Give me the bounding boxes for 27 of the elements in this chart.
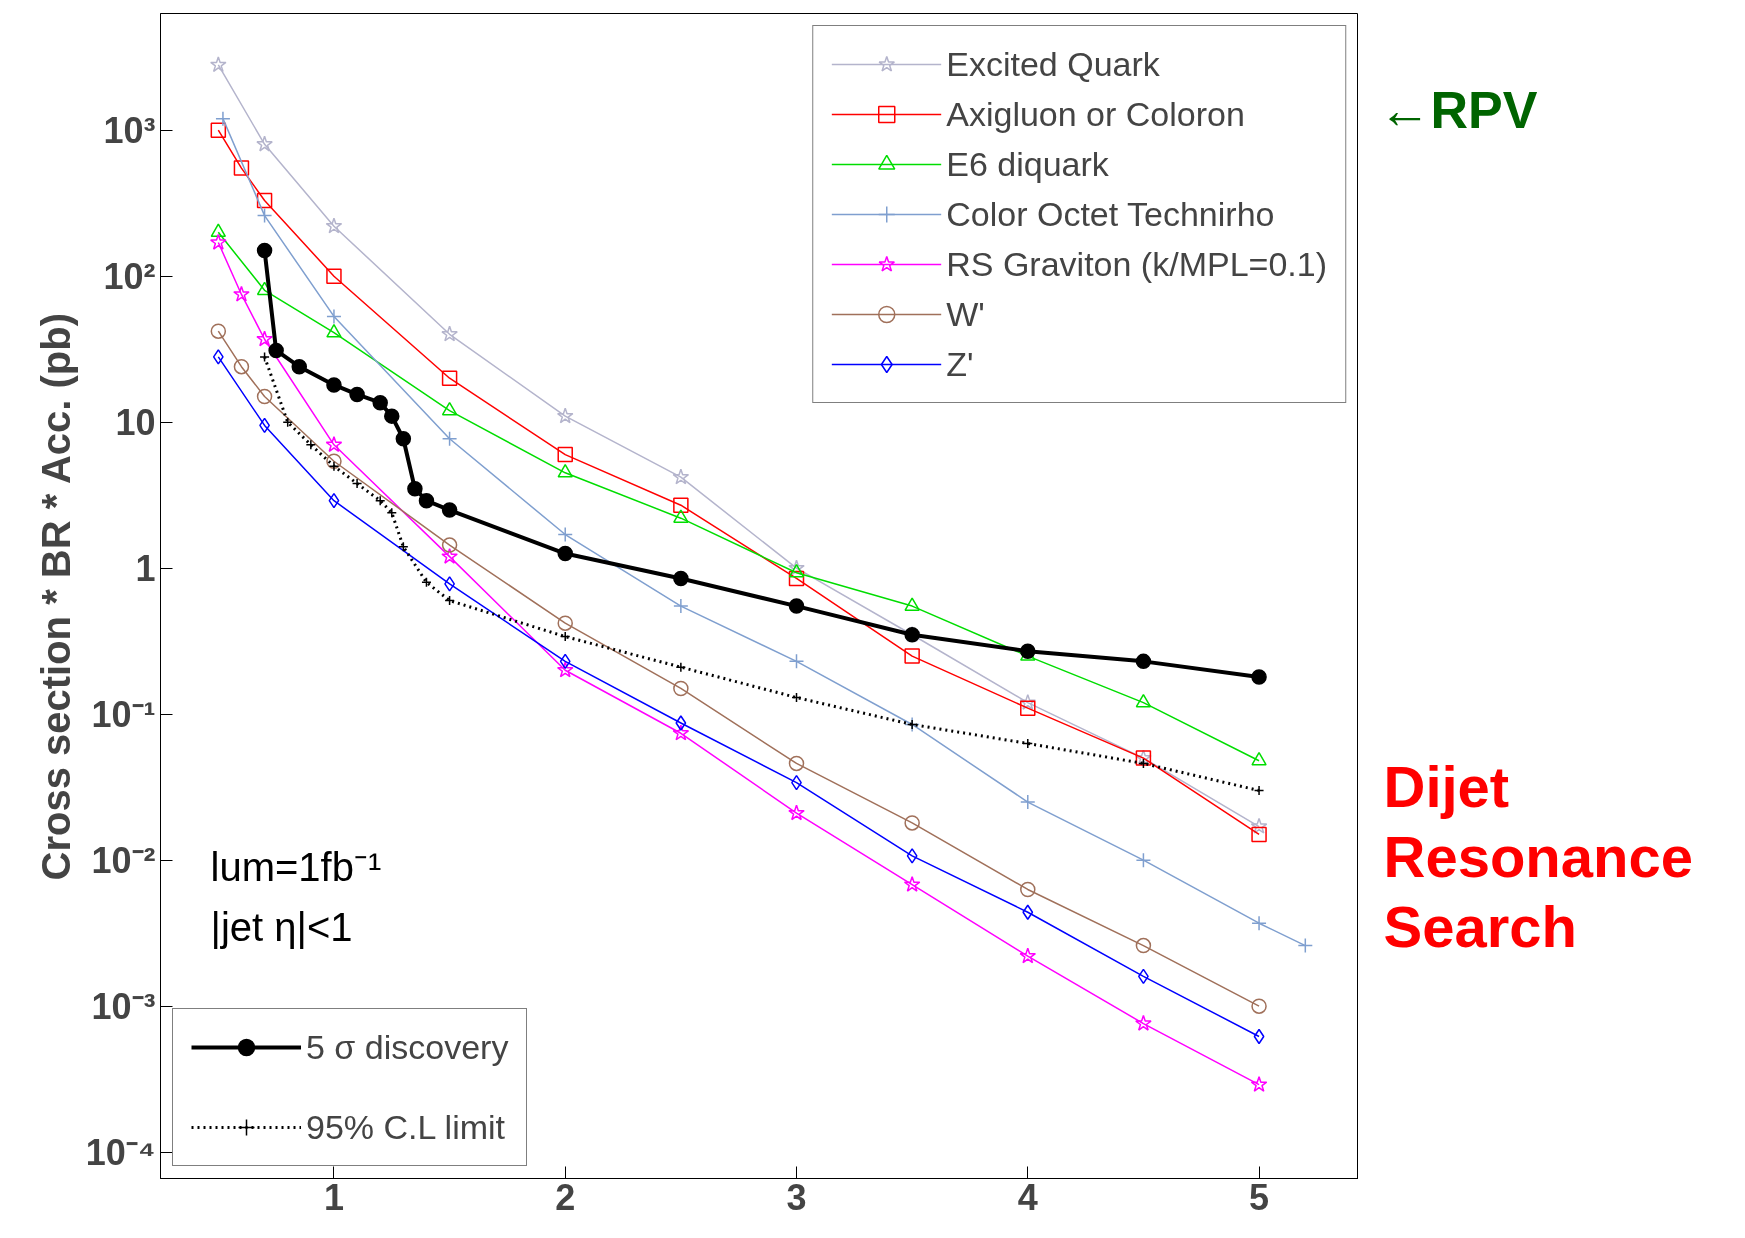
x-tick-label: 1 (323, 1176, 344, 1218)
legend-label: Color Octet Technirho (946, 194, 1275, 234)
annotation: lum=1fb⁻¹ (210, 844, 382, 889)
y-tick-label: 1 (135, 547, 156, 589)
legend-label: Axigluon or Coloron (946, 94, 1245, 134)
x-tick-label: 3 (786, 1176, 807, 1218)
y-tick-label: 10⁻¹ (91, 693, 156, 735)
legend-label: E6 diquark (946, 144, 1109, 184)
x-tick-label: 5 (1249, 1176, 1270, 1218)
y-tick-label: 10⁻³ (91, 985, 156, 1027)
legend-label: Z' (946, 344, 974, 384)
y-axis-title: Cross section * BR * Acc. (pb) (33, 312, 78, 881)
legend-label: W' (946, 294, 985, 334)
legend-label: 95% C.L limit (306, 1107, 506, 1147)
y-tick-label: 10⁻² (91, 839, 156, 881)
y-tick-label: 10³ (103, 109, 156, 151)
y-tick-label: 10² (103, 255, 156, 297)
text: ←RPV (1378, 80, 1538, 139)
x-tick-label: 2 (555, 1176, 576, 1218)
y-tick-label: 10 (115, 401, 156, 443)
legend-label: Excited Quark (946, 44, 1160, 84)
legend-label: RS Graviton (k/MPL=0.1) (946, 244, 1327, 284)
y-tick-label: 10⁻⁴ (85, 1131, 156, 1173)
x-tick-label: 4 (1017, 1176, 1038, 1218)
legend-label: 5 σ discovery (306, 1027, 509, 1067)
annotation: |jet η|<1 (210, 904, 353, 949)
text: Dijet Resonance Search (1383, 753, 1693, 959)
